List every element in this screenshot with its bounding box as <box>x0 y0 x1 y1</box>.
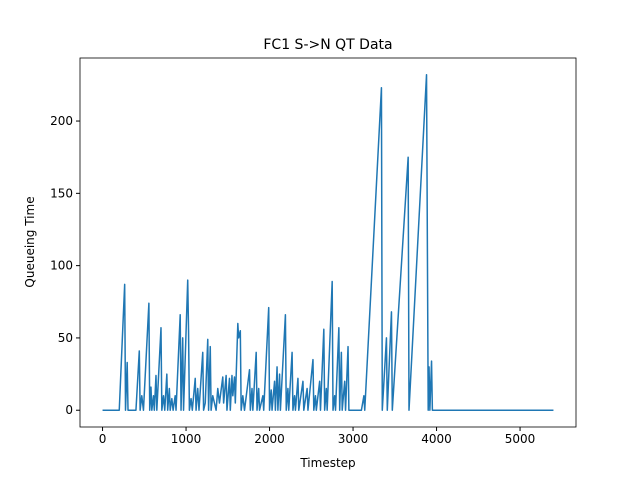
x-tick-label: 4000 <box>421 432 452 446</box>
y-tick-label: 100 <box>50 259 73 273</box>
y-tick-label: 0 <box>65 403 73 417</box>
y-tick-label: 150 <box>50 186 73 200</box>
x-tick-label: 2000 <box>254 432 285 446</box>
x-tick-label: 3000 <box>338 432 369 446</box>
y-tick-label: 50 <box>58 331 73 345</box>
x-tick-label: 0 <box>99 432 107 446</box>
y-tick-label: 200 <box>50 114 73 128</box>
axes-frame <box>79 57 577 428</box>
chart-title: FC1 S->N QT Data <box>263 37 392 53</box>
x-tick-label: 1000 <box>171 432 202 446</box>
data-line <box>102 74 554 411</box>
y-axis-label: Queueing Time <box>23 196 37 287</box>
x-axis-label: Timestep <box>299 456 355 470</box>
x-tick-label: 5000 <box>505 432 536 446</box>
